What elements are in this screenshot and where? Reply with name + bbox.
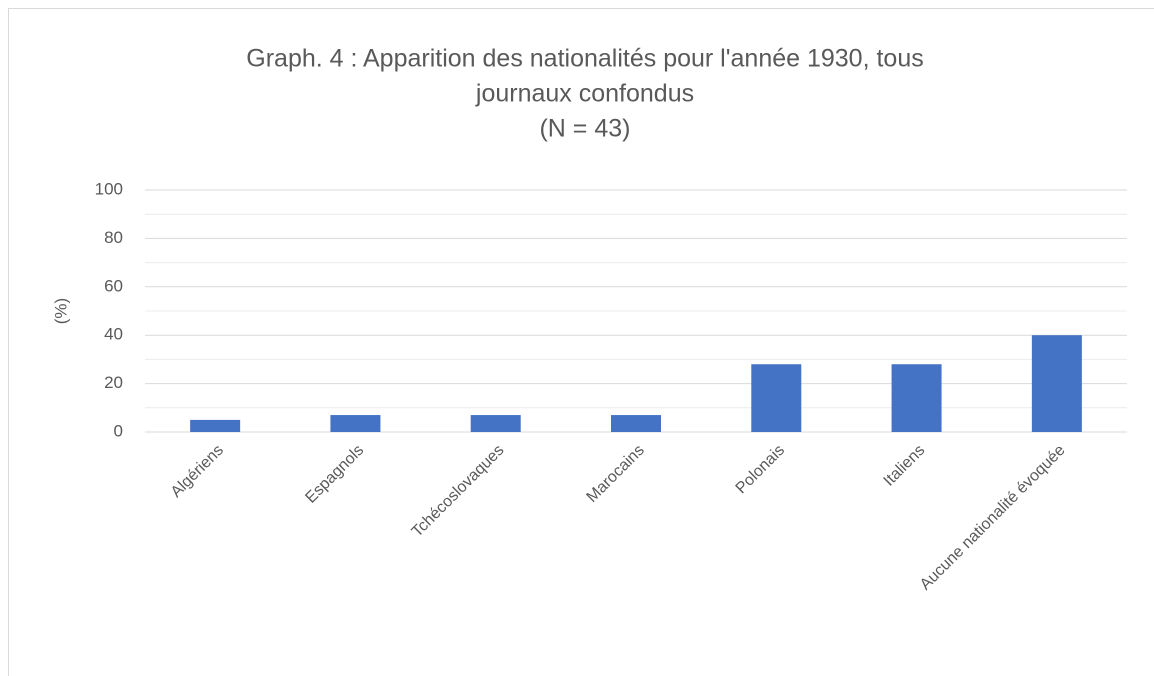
y-tick-label: 0 bbox=[114, 421, 123, 440]
chart-title: Graph. 4 : Apparition des nationalités p… bbox=[246, 45, 923, 73]
bar bbox=[891, 364, 942, 432]
bar bbox=[330, 415, 381, 432]
chart-title: (N = 43) bbox=[539, 115, 630, 143]
bar bbox=[751, 364, 802, 432]
bar bbox=[1031, 335, 1082, 432]
bar bbox=[190, 419, 241, 432]
x-tick-label: Polonais bbox=[733, 442, 788, 497]
x-tick-label: Espagnols bbox=[302, 442, 367, 507]
x-tick-label: Tchécoslovaques bbox=[409, 442, 508, 541]
x-tick-label: Algériens bbox=[168, 442, 227, 501]
y-tick-label: 80 bbox=[104, 228, 123, 247]
chart-title: journaux confondus bbox=[475, 80, 694, 108]
y-tick-label: 40 bbox=[104, 325, 123, 344]
x-tick-label: Aucune nationalité évoquée bbox=[917, 442, 1069, 594]
y-tick-label: 20 bbox=[104, 373, 123, 392]
bar bbox=[470, 415, 521, 432]
x-tick-label: Italiens bbox=[881, 442, 929, 490]
y-tick-label: 60 bbox=[104, 276, 123, 295]
y-axis-label: (%) bbox=[51, 298, 70, 324]
x-tick-label: Marocains bbox=[584, 442, 648, 506]
bar bbox=[611, 415, 661, 432]
chart-border bbox=[8, 8, 1154, 676]
y-tick-label: 100 bbox=[95, 179, 123, 198]
